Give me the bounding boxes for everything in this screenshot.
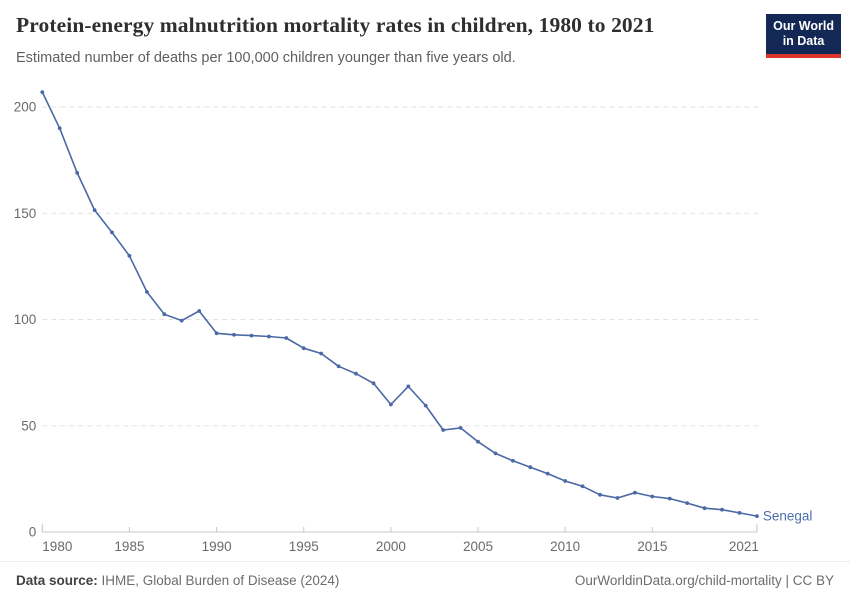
data-point-senegal-2012[interactable] bbox=[598, 492, 602, 497]
chart-area: 0 50 100 150 200 1980 1985 1990 1995 2000 2005 2010… bbox=[0, 78, 850, 560]
data-point-senegal-2013[interactable] bbox=[615, 496, 620, 500]
chart-canvas[interactable]: 0 50 100 150 200 1980 1985 1990 1995 2000 2005 2010… bbox=[0, 78, 850, 560]
data-point-senegal-2020[interactable] bbox=[737, 511, 742, 515]
x-axis-tick-label-2010: 2010 bbox=[550, 539, 580, 554]
x-axis-tick-label-1990: 1990 bbox=[202, 539, 232, 554]
y-axis-tick-label-200: 200 bbox=[14, 100, 37, 115]
data-point-senegal-2000[interactable] bbox=[389, 402, 393, 407]
page-subtitle: Estimated number of deaths per 100,000 c… bbox=[16, 50, 516, 66]
data-point-senegal-1993[interactable] bbox=[267, 334, 271, 339]
data-point-senegal-2017[interactable] bbox=[685, 501, 690, 505]
data-point-senegal-1986[interactable] bbox=[145, 290, 149, 294]
owid-logo[interactable]: Our World in Data bbox=[766, 14, 841, 58]
data-point-senegal-1997[interactable] bbox=[336, 364, 341, 369]
y-axis-tick-label-150: 150 bbox=[14, 206, 37, 221]
x-axis-tick-label-2000: 2000 bbox=[376, 539, 406, 554]
data-point-senegal-1994[interactable] bbox=[284, 336, 289, 340]
data-point-senegal-2007[interactable] bbox=[511, 458, 515, 463]
entity-label-senegal[interactable]: Senegal bbox=[763, 509, 813, 524]
datasource-text: Data source: IHME, Global Burden of Dise… bbox=[16, 573, 339, 588]
x-axis-tick-label-2021: 2021 bbox=[729, 539, 759, 554]
data-point-senegal-2002[interactable] bbox=[423, 403, 428, 408]
chart-header: Protein-energy malnutrition mortality ra… bbox=[0, 0, 850, 78]
data-point-senegal-2004[interactable] bbox=[458, 426, 463, 430]
data-point-senegal-2018[interactable] bbox=[702, 506, 707, 511]
data-point-senegal-2016[interactable] bbox=[667, 496, 672, 501]
data-point-senegal-2021[interactable] bbox=[755, 514, 759, 518]
data-point-senegal-1989[interactable] bbox=[197, 309, 202, 313]
data-point-senegal-1996[interactable] bbox=[319, 351, 324, 356]
data-point-senegal-2006[interactable] bbox=[493, 451, 498, 456]
data-point-senegal-2005[interactable] bbox=[476, 439, 480, 444]
data-point-senegal-2011[interactable] bbox=[580, 484, 585, 489]
y-axis-tick-label-0: 0 bbox=[29, 525, 37, 540]
data-point-senegal-2019[interactable] bbox=[720, 507, 724, 512]
data-point-senegal-1983[interactable] bbox=[92, 208, 97, 213]
data-point-senegal-1985[interactable] bbox=[127, 253, 132, 258]
owid-logo-line1: Our World bbox=[773, 19, 834, 33]
x-axis-tick-label-1980: 1980 bbox=[42, 539, 72, 554]
owid-logo-line2: in Data bbox=[782, 34, 825, 49]
data-point-senegal-2003[interactable] bbox=[441, 428, 446, 432]
data-point-senegal-2008[interactable] bbox=[528, 465, 533, 470]
data-point-senegal-2001[interactable] bbox=[406, 384, 411, 389]
page-title: Protein-energy malnutrition mortality ra… bbox=[16, 13, 655, 37]
x-axis-tick-label-2015: 2015 bbox=[637, 539, 667, 554]
data-point-senegal-1991[interactable] bbox=[232, 332, 236, 337]
data-point-senegal-1992[interactable] bbox=[249, 333, 254, 338]
data-point-senegal-2009[interactable] bbox=[545, 471, 550, 476]
data-point-senegal-1988[interactable] bbox=[179, 318, 184, 323]
data-point-senegal-2010[interactable] bbox=[563, 479, 568, 483]
data-point-senegal-1999[interactable] bbox=[371, 381, 376, 386]
datasource-label: Data source: bbox=[16, 573, 98, 588]
chart-footer: Data source: IHME, Global Burden of Dise… bbox=[0, 561, 850, 600]
data-point-senegal-1995[interactable] bbox=[301, 346, 306, 351]
license-link[interactable]: OurWorldinData.org/child-mortality | CC … bbox=[574, 573, 834, 588]
y-axis-tick-label-50: 50 bbox=[21, 418, 36, 433]
x-axis-tick-label-2005: 2005 bbox=[463, 539, 493, 554]
data-point-senegal-2015[interactable] bbox=[650, 494, 655, 499]
data-point-senegal-2014[interactable] bbox=[633, 490, 637, 495]
x-axis-tick-label-1995: 1995 bbox=[289, 539, 319, 554]
data-point-senegal-1990[interactable] bbox=[214, 331, 219, 336]
series-line-senegal[interactable] bbox=[41, 91, 758, 517]
datasource-value: IHME, Global Burden of Disease (2024) bbox=[97, 573, 340, 588]
data-point-senegal-1998[interactable] bbox=[354, 371, 358, 376]
y-axis-tick-label-100: 100 bbox=[14, 312, 37, 327]
data-point-senegal-1984[interactable] bbox=[110, 230, 114, 235]
x-axis-tick-label-1985: 1985 bbox=[114, 539, 144, 554]
data-point-senegal-1982[interactable] bbox=[75, 171, 80, 175]
data-point-senegal-1980[interactable] bbox=[40, 90, 45, 94]
data-point-senegal-1981[interactable] bbox=[57, 126, 62, 131]
data-point-senegal-1987[interactable] bbox=[162, 312, 167, 317]
